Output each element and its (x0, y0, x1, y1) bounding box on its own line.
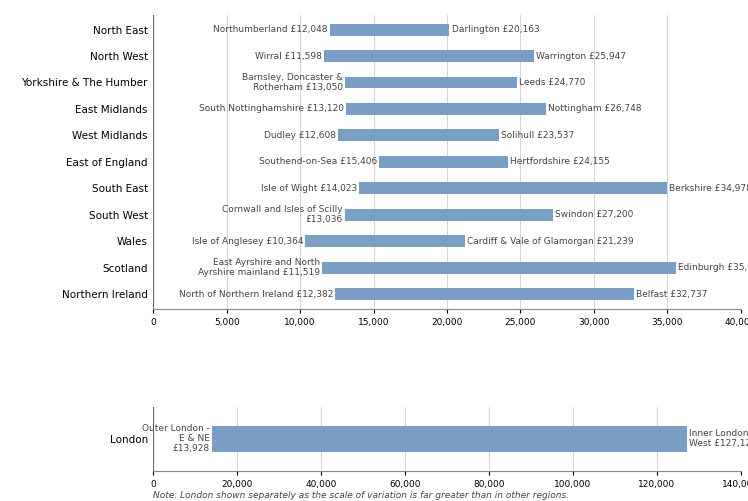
Text: Swindon £27,200: Swindon £27,200 (555, 210, 634, 219)
Text: Leeds £24,770: Leeds £24,770 (519, 78, 586, 87)
Text: Cornwall and Isles of Scilly
£13,036: Cornwall and Isles of Scilly £13,036 (222, 205, 343, 224)
Bar (212, 426, 687, 452)
Text: Isle of Wight £14,023: Isle of Wight £14,023 (261, 184, 357, 193)
Text: Note: London shown separately as the scale of variation is far greater than in o: Note: London shown separately as the sca… (153, 491, 569, 500)
Text: Barnsley, Doncaster &
Rotherham £13,050: Barnsley, Doncaster & Rotherham £13,050 (242, 73, 343, 92)
Text: Southend-on-Sea £15,406: Southend-on-Sea £15,406 (259, 157, 377, 166)
Bar (324, 50, 534, 62)
Bar (305, 235, 465, 247)
Text: Northumberland £12,048: Northumberland £12,048 (213, 25, 328, 34)
Text: Wirral £11,598: Wirral £11,598 (254, 52, 322, 61)
Text: Belfast £32,737: Belfast £32,737 (636, 290, 708, 299)
Bar (345, 209, 553, 220)
Bar (346, 103, 546, 115)
Text: South Nottinghamshire £13,120: South Nottinghamshire £13,120 (199, 104, 344, 113)
Text: East Ayrshire and North
Ayrshire mainland £11,519: East Ayrshire and North Ayrshire mainlan… (198, 258, 320, 277)
Text: Berkshire £34,978: Berkshire £34,978 (669, 184, 748, 193)
Bar (338, 129, 499, 141)
Text: North of Northern Ireland £12,382: North of Northern Ireland £12,382 (179, 290, 333, 299)
Text: Edinburgh £35,613: Edinburgh £35,613 (678, 263, 748, 272)
Bar (322, 262, 676, 274)
Text: Darlington £20,163: Darlington £20,163 (452, 25, 539, 34)
Bar (359, 182, 666, 194)
Text: Isle of Anglesey £10,364: Isle of Anglesey £10,364 (191, 236, 303, 245)
Text: Nottingham £26,748: Nottingham £26,748 (548, 104, 642, 113)
Text: Hertfordshire £24,155: Hertfordshire £24,155 (510, 157, 610, 166)
Text: Warrington £25,947: Warrington £25,947 (536, 52, 626, 61)
Bar (379, 156, 508, 168)
Bar (335, 288, 634, 300)
Bar (345, 77, 517, 88)
Text: Cardiff & Vale of Glamorgan £21,239: Cardiff & Vale of Glamorgan £21,239 (468, 236, 634, 245)
Text: Dudley £12,608: Dudley £12,608 (264, 131, 336, 140)
Text: Solihull £23,537: Solihull £23,537 (501, 131, 574, 140)
Bar (330, 24, 450, 36)
Text: Inner London -
West £127,127: Inner London - West £127,127 (689, 429, 748, 448)
Text: Outer London -
E & NE
£13,928: Outer London - E & NE £13,928 (142, 424, 209, 453)
